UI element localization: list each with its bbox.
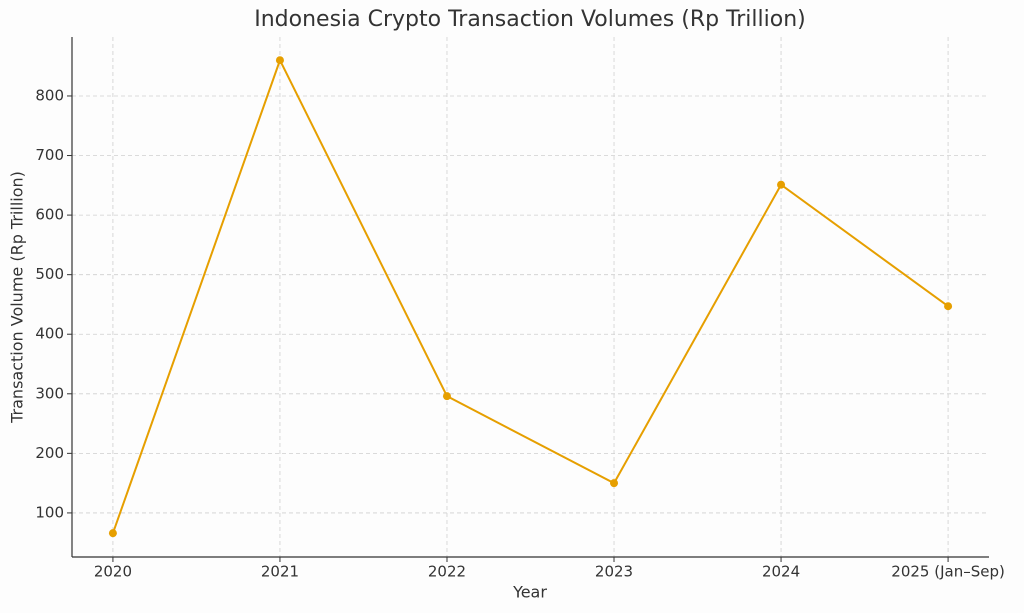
point	[944, 302, 953, 311]
y-tick-label: 700	[35, 146, 64, 164]
series-line	[111, 57, 949, 534]
x-tick-label: 2023	[595, 563, 633, 581]
x-tick-label: 2022	[428, 563, 466, 581]
point	[275, 56, 284, 65]
point	[108, 529, 117, 538]
chart-title: Indonesia Crypto Transaction Volumes (Rp…	[254, 7, 806, 32]
x-tick-label: 2025 (Jan–Sep)	[891, 563, 1005, 581]
y-tick-label: 400	[35, 325, 64, 343]
y-tick-label: 800	[35, 86, 64, 104]
y-tick-label: 500	[35, 265, 64, 283]
x-tick-label: 2020	[94, 563, 132, 581]
y-tick-label: 600	[35, 206, 64, 224]
y-axis-label: Transaction Volume (Rp Trillion)	[8, 171, 27, 424]
point	[610, 479, 619, 488]
point	[442, 392, 451, 401]
y-tick-label: 200	[35, 444, 64, 462]
x-tick-label: 2024	[762, 563, 800, 581]
y-tick-label: 100	[35, 503, 64, 521]
y-tick-label: 300	[35, 384, 64, 402]
x-tick-label: 2021	[261, 563, 299, 581]
x-axis-label: Year	[512, 583, 547, 602]
point	[777, 180, 786, 189]
